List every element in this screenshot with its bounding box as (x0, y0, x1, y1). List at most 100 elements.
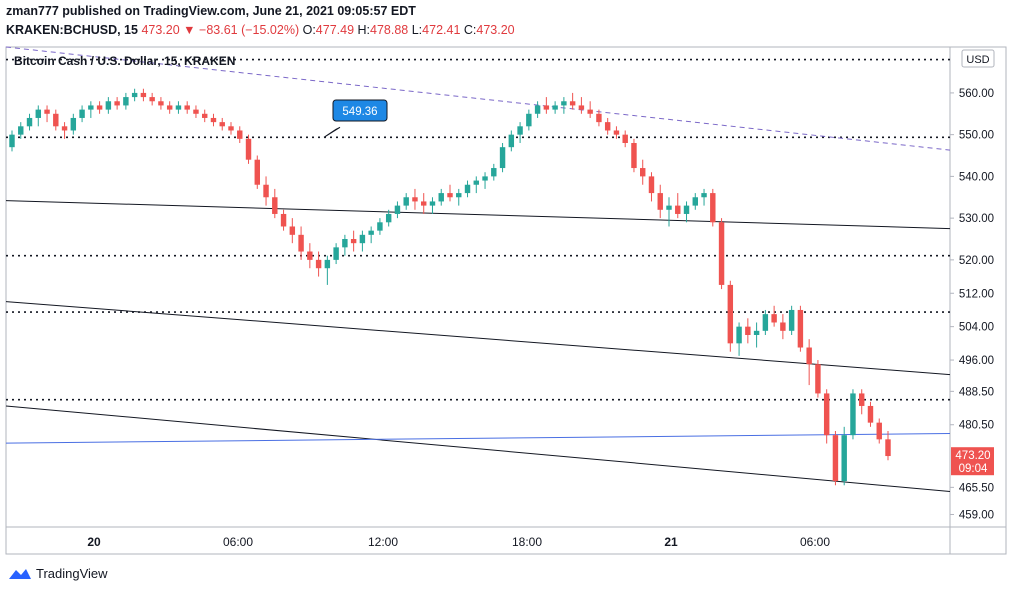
open-label: O: (302, 23, 316, 37)
symbol-label: KRAKEN:BCHUSD, 15 (6, 23, 138, 37)
time-tick-label: 20 (87, 535, 101, 549)
candle-down (149, 97, 155, 102)
candle-up (105, 101, 112, 110)
candle-down (280, 213, 287, 227)
candle-down (718, 222, 725, 285)
candle-down (780, 322, 786, 331)
last-price: 473.20 (141, 23, 180, 37)
price-tick-label: 550.00 (959, 130, 994, 142)
candle-down (307, 251, 313, 260)
chart-frame (5, 46, 1007, 555)
candle-down (298, 234, 304, 252)
time-tick-label: 18:00 (512, 535, 542, 549)
candle-down (202, 113, 208, 118)
candle-up (701, 193, 707, 198)
close-value: 473.20 (476, 23, 515, 37)
callout-box (332, 99, 388, 122)
low-value: 472.41 (422, 23, 461, 37)
callout-value: 549.36 (342, 106, 377, 118)
trend-line (5, 200, 951, 230)
candle-up (692, 197, 698, 206)
candle-down (613, 130, 620, 135)
brand-label: TradingView (36, 566, 108, 581)
candle-down (272, 197, 278, 214)
candle-down (114, 101, 120, 106)
down-arrow-icon: ▼ (183, 23, 196, 37)
candle-up (438, 193, 444, 202)
candle-up (333, 247, 339, 260)
candle-down (140, 92, 147, 98)
candle-down (832, 435, 839, 482)
candle-down (596, 113, 602, 123)
chart-title: Bitcoin Cash / U.S. Dollar, 15, KRAKEN (14, 54, 235, 68)
candle-down (53, 113, 59, 127)
candle-down (823, 393, 830, 436)
time-tick-label: 12:00 (368, 535, 398, 549)
candle-up (70, 117, 77, 131)
time-tick-label: 06:00 (800, 535, 830, 549)
candle-down (815, 364, 821, 394)
candle-down (578, 105, 585, 110)
candle-down (245, 138, 252, 160)
candle-down (289, 226, 296, 235)
candle-up (35, 109, 41, 118)
candle-up (491, 168, 497, 177)
candle-down (421, 201, 427, 206)
candle-up (456, 193, 462, 198)
price-tick-label: 504.00 (959, 322, 994, 334)
candle-down (604, 122, 611, 131)
trend-lines (5, 46, 951, 493)
low-label: L: (411, 23, 423, 37)
candle-up (517, 126, 523, 135)
candle-up (788, 309, 795, 331)
time-axis: 20 06:00 12:00 18:00 21 06:00 (87, 535, 830, 549)
candle-down (166, 105, 173, 110)
candle-up (26, 117, 33, 127)
candle-up (403, 197, 409, 206)
candle-up (79, 109, 85, 118)
close-label: C: (463, 23, 477, 37)
time-tick-label: 21 (664, 535, 678, 549)
price-callout[interactable]: 549.36 (323, 99, 388, 138)
candle-down (263, 184, 269, 198)
high-value: 478.88 (370, 23, 409, 37)
candle-down (44, 109, 50, 114)
chart-header: zman777 published on TradingView.com, Ju… (6, 2, 515, 40)
candle-down (350, 239, 357, 244)
price-tick-label: 512.00 (959, 288, 994, 300)
candle-up (123, 97, 129, 106)
candle-up (9, 134, 15, 148)
candle-up (552, 105, 558, 110)
candle-up (499, 147, 506, 169)
candle-down (745, 326, 751, 335)
price-tick-label: 459.00 (959, 509, 994, 521)
open-value: 477.49 (315, 23, 355, 37)
currency-badge[interactable]: USD (961, 49, 995, 68)
candle-down (885, 439, 891, 457)
candle-down (158, 101, 164, 106)
price-tick-label: 480.50 (959, 420, 994, 432)
candle-down (254, 159, 260, 185)
footer-brand[interactable]: TradingView (8, 566, 108, 581)
candle-up (88, 105, 94, 110)
candle-up (841, 435, 847, 482)
candle-up (359, 234, 366, 244)
candle-up (368, 230, 374, 235)
price-tick-label: 520.00 (959, 255, 994, 267)
candle-up (385, 213, 392, 223)
price-tick-label: 488.50 (959, 386, 994, 398)
candle-up (131, 92, 138, 98)
last-price-value: 473.20 (955, 450, 990, 462)
time-tick-label: 06:00 (223, 535, 253, 549)
candle-down (806, 347, 812, 365)
callout-pointer (323, 126, 341, 138)
candle-down (657, 193, 663, 210)
candle-down (96, 105, 103, 110)
candle-up (683, 205, 690, 214)
currency-label: USD (966, 54, 989, 66)
tradingview-logo-icon (9, 568, 31, 579)
candle-up (526, 113, 532, 127)
candle-up (464, 184, 471, 194)
trend-line (5, 301, 951, 376)
